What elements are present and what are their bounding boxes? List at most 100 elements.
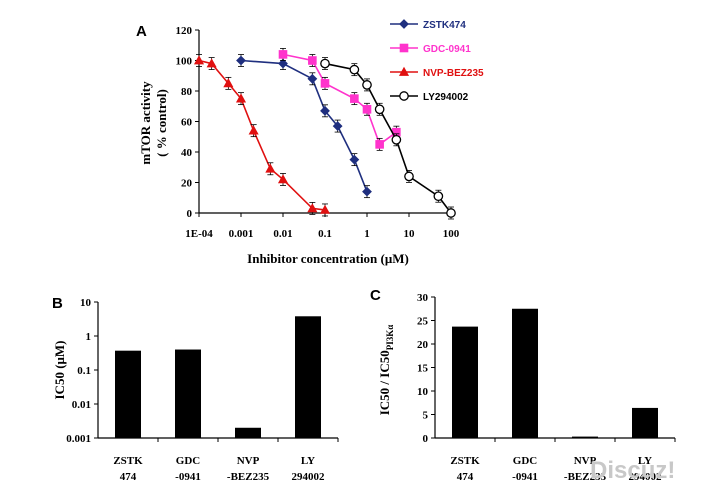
chart-c-category-label: LY xyxy=(638,455,652,467)
data-point-nvp-bez235 xyxy=(265,163,276,173)
chart-c-ytick-label: 20 xyxy=(417,339,429,351)
data-point-ly294002 xyxy=(404,171,414,182)
chart-c-category-label: -0941 xyxy=(512,471,538,483)
data-point-gdc-0941 xyxy=(362,105,372,114)
chart-c-category-label: NVP xyxy=(574,455,597,467)
legend-item-ly294002: LY294002 xyxy=(390,91,469,103)
chart-c-bar-gdc0941 xyxy=(512,308,538,438)
data-point-ly294002 xyxy=(446,208,456,218)
data-point-ly294002 xyxy=(349,64,360,75)
chart-c-ylabel: IC50 / IC50PI3Kα xyxy=(377,325,395,416)
chart-a-xtick-label: 1 xyxy=(364,228,370,240)
data-point-zstk474 xyxy=(236,55,246,66)
chart-c: 0 5 10 15 20 25 30 ZSTK 474 GDC -0941 NVP -BEZ235 LY… xyxy=(377,292,676,483)
data-point-zstk474 xyxy=(278,58,288,69)
data-point-zstk474 xyxy=(332,121,343,131)
legend-marker-nvp-bez235 xyxy=(398,66,410,76)
chart-c-bar-nvpbez235 xyxy=(572,436,598,438)
chart-a-ytick-label: 80 xyxy=(181,86,193,98)
chart-b-category-label: LY xyxy=(301,455,315,467)
chart-c-ytick-label: 15 xyxy=(417,363,429,375)
data-point-ly294002 xyxy=(433,191,444,202)
chart-a-ytick-label: 100 xyxy=(176,56,193,68)
panel-a-label: A xyxy=(136,23,147,40)
data-point-ly294002 xyxy=(320,58,330,69)
data-point-nvp-bez235 xyxy=(235,93,247,103)
legend-marker-ly294002 xyxy=(399,91,409,101)
chart-a-ytick-label: 120 xyxy=(176,25,193,37)
chart-c-ytick-label: 0 xyxy=(423,433,429,445)
legend-item-zstk474: ZSTK474 xyxy=(390,19,466,31)
series-ly294002 xyxy=(320,57,456,220)
chart-b-ytick-label: 0.01 xyxy=(72,399,91,411)
chart-a-ytick-label: 40 xyxy=(181,147,193,159)
series-nvp-bez235 xyxy=(193,54,331,217)
data-point-nvp-bez235 xyxy=(193,55,205,65)
chart-c-bar-zstk474 xyxy=(452,326,478,438)
chart-a-ytick-label: 60 xyxy=(181,117,193,129)
chart-a-xtick-label: 100 xyxy=(443,228,460,240)
chart-a-xtick-label: 10 xyxy=(404,228,416,240)
chart-b-ytick-label: 0.1 xyxy=(77,365,91,377)
series-zstk474-line xyxy=(240,59,368,192)
chart-c-ytick-label: 10 xyxy=(417,386,429,398)
chart-c-category-label: GDC xyxy=(513,455,538,467)
data-point-gdc-0941 xyxy=(320,79,330,88)
data-point-nvp-bez235 xyxy=(206,58,217,68)
series-gdc-0941 xyxy=(278,48,401,151)
chart-b-category-label: -BEZ235 xyxy=(227,471,270,483)
chart-c-category-label: -BEZ235 xyxy=(564,471,607,483)
chart-b-category-label: 474 xyxy=(120,471,137,483)
chart-a-xlabel: Inhibitor concentration (μM) xyxy=(247,251,409,266)
chart-c-category-label: 474 xyxy=(457,471,474,483)
data-point-zstk474 xyxy=(320,105,330,116)
chart-b-bar-nvpbez235 xyxy=(235,427,261,438)
chart-a-xtick-label: 0.1 xyxy=(318,228,332,240)
chart-c-ytick-label: 5 xyxy=(423,410,429,422)
legend-marker-gdc-0941 xyxy=(399,43,409,53)
chart-c-ytick-label: 25 xyxy=(417,316,429,328)
chart-c-category-label: ZSTK xyxy=(450,455,480,467)
chart-b-ylabel: IC50 (μM) xyxy=(52,341,67,400)
chart-a-ytick-label: 0 xyxy=(187,208,193,220)
series-nvp-bez235-line xyxy=(198,59,326,211)
legend-label: NVP-BEZ235 xyxy=(423,68,484,79)
chart-b: 0.001 0.01 0.1 1 10 ZSTK 474 GDC -0941 NVP -BEZ23… xyxy=(52,297,339,483)
legend-label: ZSTK474 xyxy=(423,20,466,31)
panel-b-label: B xyxy=(52,295,63,312)
data-point-ly294002 xyxy=(374,104,385,115)
legend-label: GDC-0941 xyxy=(423,44,471,55)
chart-c-bar-ly294002 xyxy=(632,407,658,438)
chart-a-ylabel-line1: mTOR activity xyxy=(138,81,153,165)
data-point-ly294002 xyxy=(391,134,402,145)
chart-c-category-label: 294002 xyxy=(629,471,663,483)
chart-b-bar-zstk474 xyxy=(115,350,141,438)
chart-b-ytick-label: 10 xyxy=(80,297,92,309)
data-point-gdc-0941 xyxy=(308,56,317,65)
data-point-gdc-0941 xyxy=(278,50,288,59)
data-point-gdc-0941 xyxy=(375,140,384,149)
data-point-zstk474 xyxy=(362,186,372,197)
panel-c-label: C xyxy=(370,287,381,304)
chart-b-category-label: -0941 xyxy=(175,471,201,483)
watermark: Discuz! xyxy=(590,457,675,484)
chart-a-ytick-label: 20 xyxy=(181,178,193,190)
data-point-zstk474 xyxy=(349,154,360,165)
chart-b-category-label: NVP xyxy=(237,455,260,467)
legend-marker-zstk474 xyxy=(399,19,409,29)
chart-c-ytick-label: 30 xyxy=(417,292,429,304)
chart-b-ytick-label: 0.001 xyxy=(66,433,91,445)
chart-a-xtick-label: 0.001 xyxy=(229,228,254,240)
legend-label: LY294002 xyxy=(423,92,469,103)
data-point-nvp-bez235 xyxy=(319,204,331,214)
data-point-gdc-0941 xyxy=(350,94,359,103)
legend-item-gdc-0941: GDC-0941 xyxy=(390,43,471,55)
chart-b-category-label: 294002 xyxy=(292,471,326,483)
legend-item-nvp-bez235: NVP-BEZ235 xyxy=(390,66,484,79)
data-point-nvp-bez235 xyxy=(223,78,234,88)
chart-b-category-label: GDC xyxy=(176,455,201,467)
chart-a-ylabel-line2: ( % control) xyxy=(154,89,169,157)
chart-b-bar-gdc0941 xyxy=(175,349,201,438)
